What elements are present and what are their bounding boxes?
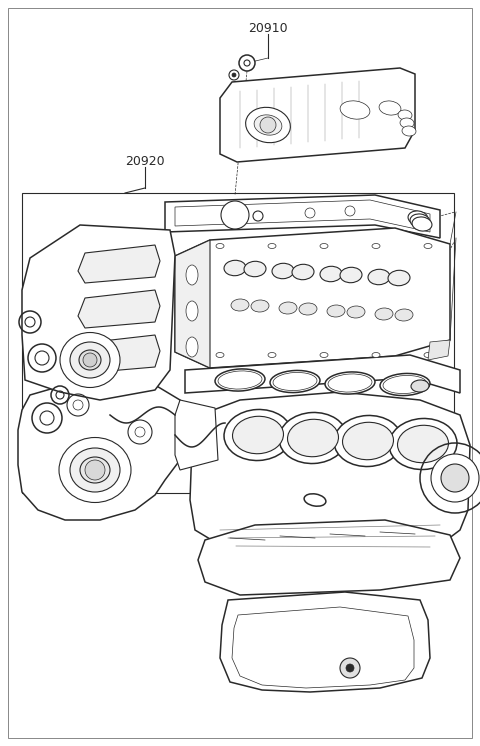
Circle shape — [340, 658, 360, 678]
Polygon shape — [18, 382, 185, 520]
Ellipse shape — [70, 448, 120, 492]
Ellipse shape — [251, 300, 269, 312]
Circle shape — [35, 351, 49, 365]
Circle shape — [85, 460, 105, 480]
Ellipse shape — [380, 374, 430, 395]
Ellipse shape — [244, 261, 266, 277]
Ellipse shape — [412, 217, 432, 231]
Polygon shape — [190, 392, 470, 558]
Ellipse shape — [186, 265, 198, 285]
Text: 20920: 20920 — [125, 155, 165, 168]
Circle shape — [83, 353, 97, 367]
Ellipse shape — [79, 350, 101, 370]
Ellipse shape — [216, 243, 224, 248]
Polygon shape — [198, 520, 460, 595]
Ellipse shape — [231, 299, 249, 311]
Ellipse shape — [288, 419, 338, 457]
Ellipse shape — [410, 214, 430, 228]
Ellipse shape — [334, 416, 402, 466]
Ellipse shape — [320, 266, 342, 282]
Circle shape — [239, 55, 255, 71]
Ellipse shape — [279, 413, 347, 463]
Ellipse shape — [408, 211, 428, 225]
Ellipse shape — [398, 110, 412, 120]
Ellipse shape — [268, 243, 276, 248]
Circle shape — [40, 411, 54, 425]
Polygon shape — [78, 335, 160, 373]
Circle shape — [260, 117, 276, 133]
Ellipse shape — [325, 372, 375, 394]
Ellipse shape — [320, 243, 328, 248]
Circle shape — [244, 60, 250, 66]
Polygon shape — [165, 195, 440, 238]
Ellipse shape — [268, 353, 276, 357]
Polygon shape — [78, 290, 160, 328]
Ellipse shape — [272, 263, 294, 279]
Polygon shape — [22, 225, 175, 400]
Ellipse shape — [343, 422, 394, 460]
Text: 20910: 20910 — [248, 22, 288, 35]
Ellipse shape — [328, 374, 372, 392]
Ellipse shape — [80, 457, 110, 483]
Ellipse shape — [60, 333, 120, 387]
Ellipse shape — [215, 369, 265, 391]
Ellipse shape — [395, 309, 413, 321]
Ellipse shape — [424, 353, 432, 357]
Ellipse shape — [254, 115, 282, 135]
Ellipse shape — [372, 353, 380, 357]
Ellipse shape — [59, 437, 131, 503]
Ellipse shape — [224, 410, 292, 460]
Ellipse shape — [186, 301, 198, 321]
Ellipse shape — [299, 303, 317, 315]
Ellipse shape — [70, 342, 110, 378]
Ellipse shape — [320, 353, 328, 357]
Polygon shape — [428, 340, 450, 360]
Ellipse shape — [388, 270, 410, 286]
Ellipse shape — [246, 107, 290, 142]
Ellipse shape — [216, 353, 224, 357]
Ellipse shape — [224, 260, 246, 276]
Polygon shape — [220, 592, 430, 692]
Ellipse shape — [292, 264, 314, 280]
Ellipse shape — [368, 269, 390, 285]
Ellipse shape — [279, 302, 297, 314]
Ellipse shape — [232, 416, 284, 454]
Ellipse shape — [379, 101, 401, 115]
Polygon shape — [185, 355, 460, 393]
Polygon shape — [175, 400, 218, 470]
Polygon shape — [175, 240, 210, 368]
Ellipse shape — [402, 126, 416, 136]
Polygon shape — [78, 245, 160, 283]
Circle shape — [253, 211, 263, 221]
Polygon shape — [220, 68, 415, 162]
Ellipse shape — [411, 380, 429, 392]
Bar — [22, 193, 454, 493]
Ellipse shape — [347, 306, 365, 318]
Circle shape — [305, 208, 315, 218]
Circle shape — [441, 464, 469, 492]
Ellipse shape — [397, 425, 448, 463]
Ellipse shape — [375, 308, 393, 320]
Ellipse shape — [372, 243, 380, 248]
Circle shape — [431, 454, 479, 502]
Ellipse shape — [383, 375, 427, 394]
Ellipse shape — [340, 101, 370, 119]
Ellipse shape — [218, 371, 262, 389]
Circle shape — [221, 201, 249, 229]
Ellipse shape — [327, 305, 345, 317]
Circle shape — [229, 70, 239, 80]
Ellipse shape — [389, 419, 457, 469]
Circle shape — [345, 206, 355, 216]
Circle shape — [346, 664, 354, 672]
Circle shape — [232, 73, 236, 77]
Ellipse shape — [186, 337, 198, 357]
Ellipse shape — [424, 243, 432, 248]
Ellipse shape — [273, 372, 317, 391]
Polygon shape — [175, 228, 450, 368]
Ellipse shape — [270, 371, 320, 392]
Ellipse shape — [340, 267, 362, 283]
Ellipse shape — [400, 118, 414, 128]
